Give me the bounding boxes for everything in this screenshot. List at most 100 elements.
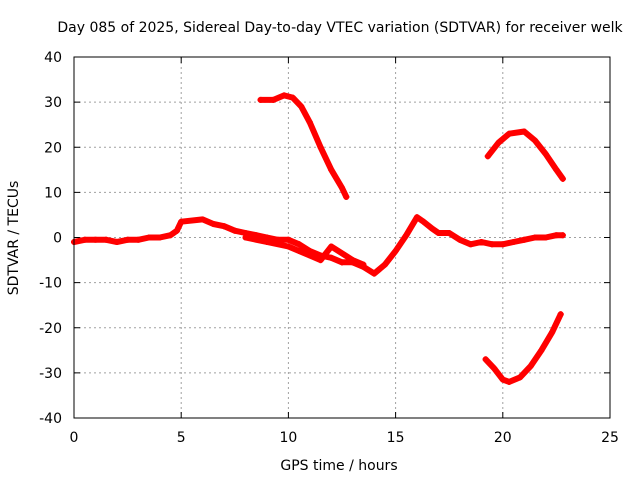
data-point: [510, 239, 517, 246]
series-trace-lower-branch: [242, 234, 367, 268]
data-point: [531, 234, 538, 241]
data-point: [429, 225, 436, 232]
x-tick-label: 25: [601, 430, 619, 446]
data-point: [527, 363, 534, 370]
data-traces: [71, 92, 566, 385]
data-point: [343, 193, 350, 200]
data-point: [306, 252, 313, 259]
data-point: [328, 166, 335, 173]
data-point: [495, 139, 502, 146]
data-point: [317, 144, 324, 151]
plot-frame: [73, 56, 611, 419]
data-point: [178, 218, 185, 225]
y-tick-label: 20: [44, 140, 62, 156]
data-point: [420, 218, 427, 225]
y-tick-label: -30: [39, 366, 62, 382]
data-point: [113, 239, 120, 246]
data-point: [242, 234, 249, 241]
data-point: [553, 166, 560, 173]
data-point: [349, 257, 356, 264]
data-point: [403, 232, 410, 239]
data-point: [559, 175, 566, 182]
series-arc-upper-1: [257, 92, 350, 200]
x-tick-label: 15: [387, 430, 405, 446]
y-tick-label: 0: [53, 231, 62, 247]
y-tick-label: 30: [44, 95, 62, 111]
data-point: [81, 236, 88, 243]
x-tick-label: 0: [70, 430, 79, 446]
data-point: [506, 130, 513, 137]
data-point: [296, 241, 303, 248]
data-point: [156, 234, 163, 241]
data-point: [542, 234, 549, 241]
data-point: [146, 234, 153, 241]
x-tick-label: 10: [279, 430, 297, 446]
data-point: [414, 214, 421, 221]
data-point: [339, 259, 345, 266]
series-arc-upper-2: [484, 128, 566, 182]
data-point: [317, 257, 324, 264]
data-point: [328, 243, 335, 250]
data-point: [231, 227, 238, 234]
x-tick-label: 5: [177, 430, 186, 446]
data-point: [553, 232, 560, 239]
data-point: [435, 229, 442, 236]
series-line: [71, 214, 566, 277]
data-point: [281, 92, 288, 99]
data-point: [521, 128, 528, 135]
data-point: [549, 329, 556, 336]
data-point: [263, 239, 270, 246]
data-point: [446, 229, 453, 236]
data-point: [306, 119, 313, 126]
data-point: [542, 151, 549, 158]
data-point: [360, 261, 367, 268]
data-point: [167, 232, 174, 239]
x-axis-label: GPS time / hours: [280, 458, 397, 474]
data-point: [381, 261, 388, 268]
data-point: [531, 137, 538, 144]
data-point: [173, 227, 180, 234]
data-point: [499, 241, 506, 248]
data-point: [296, 248, 303, 255]
data-point: [499, 376, 506, 383]
data-point: [135, 236, 142, 243]
data-point: [92, 236, 99, 243]
data-point: [289, 94, 296, 101]
series-line: [257, 92, 350, 200]
data-point: [392, 248, 399, 255]
y-tick-label: -40: [39, 411, 62, 427]
data-point: [285, 243, 292, 250]
data-point: [270, 96, 277, 103]
data-point: [285, 236, 292, 243]
y-tick-label: -20: [39, 321, 62, 337]
data-point: [467, 241, 474, 248]
data-point: [489, 241, 496, 248]
data-point: [257, 96, 264, 103]
data-point: [482, 356, 489, 363]
series-line: [484, 128, 566, 182]
y-tick-label: 40: [44, 50, 62, 66]
y-tick-label: -10: [39, 276, 62, 292]
data-point: [456, 236, 463, 243]
data-point: [559, 232, 566, 239]
data-point: [199, 216, 206, 223]
y-axis-label: SDTVAR / TECUs: [6, 181, 22, 296]
data-point: [521, 236, 528, 243]
series-line: [482, 311, 564, 385]
y-tick-label: 10: [44, 185, 62, 201]
data-point: [506, 378, 513, 385]
data-point: [484, 153, 491, 160]
data-point: [298, 103, 305, 110]
data-point: [221, 223, 228, 230]
data-point: [103, 236, 110, 243]
x-tick-label: 20: [494, 430, 512, 446]
data-point: [538, 347, 545, 354]
data-point: [478, 239, 485, 246]
data-point: [339, 184, 345, 191]
chart-title: Day 085 of 2025, Sidereal Day-to-day VTE…: [57, 20, 623, 36]
data-point: [210, 220, 217, 227]
data-point: [124, 236, 131, 243]
series-arc-lower: [482, 311, 564, 385]
